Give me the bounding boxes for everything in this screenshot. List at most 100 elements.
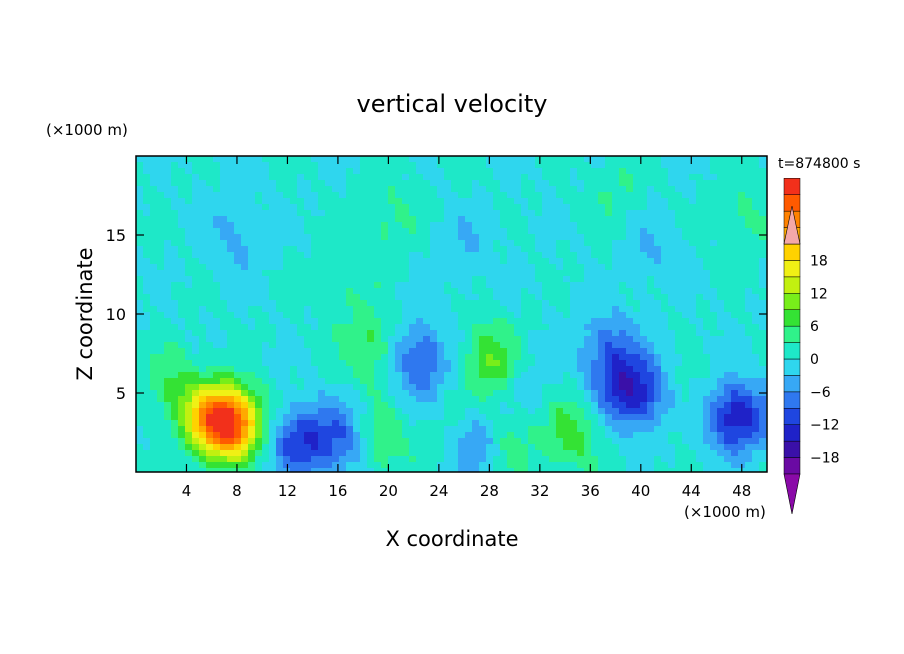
field-cell xyxy=(367,300,375,307)
field-cell xyxy=(514,216,522,223)
field-cell xyxy=(612,342,620,349)
field-cell xyxy=(437,240,445,247)
field-cell xyxy=(535,156,543,163)
field-cell xyxy=(234,324,242,331)
field-cell xyxy=(577,186,585,193)
field-cell xyxy=(402,252,410,259)
colorbar-band xyxy=(783,178,801,195)
field-cell xyxy=(367,270,375,277)
field-cell xyxy=(332,252,340,259)
field-cell xyxy=(682,300,690,307)
field-cell xyxy=(605,402,613,409)
field-cell xyxy=(157,156,165,163)
field-cell xyxy=(248,366,256,373)
field-cell xyxy=(402,306,410,313)
field-cell xyxy=(591,174,599,181)
field-cell xyxy=(416,210,424,217)
field-cell xyxy=(703,174,711,181)
field-cell xyxy=(703,264,711,271)
field-cell xyxy=(255,258,263,265)
field-cell xyxy=(248,222,256,229)
field-cell xyxy=(437,450,445,457)
field-cell xyxy=(465,378,473,385)
field-cell xyxy=(500,342,508,349)
field-cell xyxy=(689,300,697,307)
field-cell xyxy=(486,264,494,271)
field-cell xyxy=(731,324,739,331)
field-cell xyxy=(640,414,648,421)
field-cell xyxy=(444,408,452,415)
field-cell xyxy=(416,288,424,295)
field-cell xyxy=(185,168,193,175)
field-cell xyxy=(241,360,249,367)
field-cell xyxy=(612,300,620,307)
field-cell xyxy=(206,198,214,205)
field-cell xyxy=(234,270,242,277)
field-cell xyxy=(696,306,704,313)
field-cell xyxy=(213,282,221,289)
field-cell xyxy=(150,180,158,187)
field-cell xyxy=(724,360,732,367)
field-cell xyxy=(703,156,711,163)
field-cell xyxy=(584,180,592,187)
field-cell xyxy=(213,432,221,439)
field-cell xyxy=(192,456,200,463)
field-cell xyxy=(724,354,732,361)
field-cell xyxy=(409,300,417,307)
field-cell xyxy=(514,294,522,301)
field-cell xyxy=(514,306,522,313)
field-cell xyxy=(402,324,410,331)
field-cell xyxy=(430,348,438,355)
field-cell xyxy=(668,294,676,301)
field-cell xyxy=(612,420,620,427)
field-cell xyxy=(752,276,760,283)
field-cell xyxy=(234,348,242,355)
field-cell xyxy=(297,360,305,367)
field-cell xyxy=(360,444,368,451)
field-cell xyxy=(570,408,578,415)
field-cell xyxy=(507,318,515,325)
field-cell xyxy=(689,186,697,193)
field-cell xyxy=(472,414,480,421)
field-cell xyxy=(591,348,599,355)
field-cell xyxy=(752,192,760,199)
field-cell xyxy=(745,204,753,211)
field-cell xyxy=(241,282,249,289)
field-cell xyxy=(724,462,732,469)
field-cell xyxy=(283,330,291,337)
field-cell xyxy=(745,324,753,331)
field-cell xyxy=(493,366,501,373)
field-cell xyxy=(360,276,368,283)
field-cell xyxy=(227,426,235,433)
field-cell xyxy=(675,174,683,181)
field-cell xyxy=(276,192,284,199)
field-cell xyxy=(647,180,655,187)
field-cell xyxy=(192,156,200,163)
field-cell xyxy=(731,318,739,325)
field-cell xyxy=(745,306,753,313)
field-cell xyxy=(206,390,214,397)
field-cell xyxy=(304,180,312,187)
field-cell xyxy=(591,396,599,403)
field-cell xyxy=(423,258,431,265)
field-cell xyxy=(514,426,522,433)
field-cell xyxy=(640,300,648,307)
field-cell xyxy=(472,378,480,385)
field-cell xyxy=(304,462,312,469)
field-cell xyxy=(136,276,144,283)
field-cell xyxy=(507,324,515,331)
field-cell xyxy=(325,216,333,223)
field-cell xyxy=(311,402,319,409)
field-cell xyxy=(521,456,529,463)
field-cell xyxy=(444,336,452,343)
field-cell xyxy=(577,204,585,211)
field-cell xyxy=(423,294,431,301)
field-cell xyxy=(248,162,256,169)
field-cell xyxy=(255,300,263,307)
field-cell xyxy=(353,330,361,337)
field-cell xyxy=(591,246,599,253)
field-cell xyxy=(374,360,382,367)
field-cell xyxy=(444,288,452,295)
field-cell xyxy=(283,270,291,277)
field-cell xyxy=(745,288,753,295)
